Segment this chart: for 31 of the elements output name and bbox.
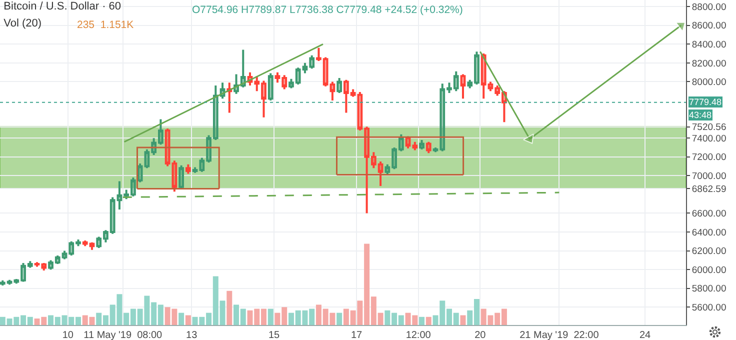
y-tick-label: 7520.56	[692, 122, 726, 134]
y-tick-label: 7400.00	[692, 133, 726, 144]
y-tick-label: 8000.00	[692, 77, 726, 88]
y-tick-label: 6862.59	[692, 184, 726, 195]
x-tick-label: 15	[268, 330, 280, 340]
x-tick-label: 11 May '19 08:00	[84, 330, 163, 340]
y-tick-label: 7000.00	[692, 170, 726, 182]
y-tick-label: 8600.00	[692, 20, 726, 32]
x-tick-label: 17	[350, 330, 362, 340]
text: 43:48	[689, 110, 712, 120]
x-tick-label: 13	[186, 330, 198, 340]
y-tick-label: 6200.00	[692, 246, 726, 258]
chart-title: Bitcoin / U.S. Dollar · 60	[4, 0, 122, 12]
y-tick-label: 6400.00	[692, 227, 726, 238]
y-tick-label: 5800.00	[692, 284, 726, 295]
y-tick-label: 6000.00	[692, 264, 726, 276]
x-tick-label: 20	[474, 330, 486, 340]
annotation: 235 1.151K	[77, 19, 134, 31]
x-tick-label: 12:00	[406, 330, 432, 340]
y-tick-label: 6600.00	[692, 208, 726, 220]
annotation: O7754.96 H7789.87 L7736.38 C7779.48 +24.52 (+0.32%)	[192, 4, 463, 16]
x-tick-label: 21 May '19 22:00	[520, 330, 600, 340]
y-tick-label: 8200.00	[692, 58, 726, 70]
x-tick-label: 10	[62, 330, 74, 340]
chart-title: Vol (20)	[4, 17, 42, 30]
y-tick-label: 8400.00	[692, 39, 726, 50]
y-tick-label: 5600.00	[692, 302, 726, 314]
y-tick-label: 8800.00	[692, 2, 726, 13]
y-tick-label: 7200.00	[692, 152, 726, 164]
ref-line-label: 7779.48	[689, 97, 722, 107]
x-tick-label: 24	[639, 330, 652, 340]
